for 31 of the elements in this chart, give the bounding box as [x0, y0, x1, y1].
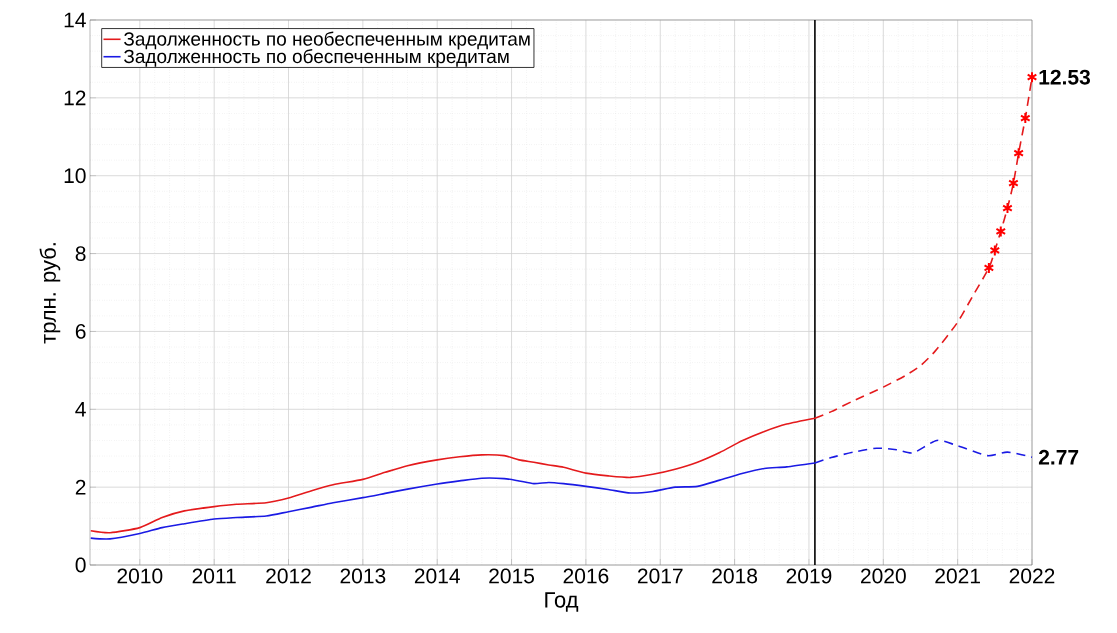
point — [1026, 71, 1038, 84]
y-tick-label: 14 — [64, 12, 86, 28]
x-tick-label: 2019 — [786, 568, 832, 584]
x-tick-label: 2018 — [712, 568, 758, 584]
legend-label: Задолженность по обеспеченным кредитам — [124, 49, 509, 67]
x-axis-title: Год — [545, 592, 579, 612]
x-tick-label: 2021 — [935, 568, 980, 584]
annotation: 2.77 — [1038, 449, 1079, 465]
x-tick-label: 2013 — [340, 568, 386, 584]
x-tick-label: 2011 — [192, 568, 236, 584]
y-tick-label: 12 — [64, 90, 86, 106]
x-tick-label: 2012 — [266, 568, 311, 584]
x-tick-label: 2016 — [563, 568, 609, 584]
y-tick-label: 6 — [75, 323, 86, 339]
y-tick-label: 10 — [64, 168, 86, 184]
point — [1013, 147, 1024, 160]
y-tick-label: 4 — [75, 402, 86, 417]
point — [995, 225, 1007, 238]
legend-label: Задолженность по необеспеченным кредитам — [124, 31, 530, 50]
y-axis-title: трлн. руб. — [39, 243, 61, 344]
x-tick-label: 2020 — [861, 568, 906, 584]
y-tick-label: 0 — [75, 557, 86, 573]
annotation: 12.53 — [1039, 69, 1090, 85]
x-tick-label: 2022 — [1009, 568, 1055, 584]
x-tick-label: 2010 — [117, 568, 163, 584]
point — [989, 244, 1001, 257]
x-tick-label: 2017 — [637, 568, 683, 584]
y-tick-label: 2 — [75, 479, 86, 495]
x-tick-label: 2014 — [414, 568, 460, 584]
x-tick-label: 2015 — [489, 568, 535, 584]
y-tick-label: 8 — [75, 246, 86, 261]
